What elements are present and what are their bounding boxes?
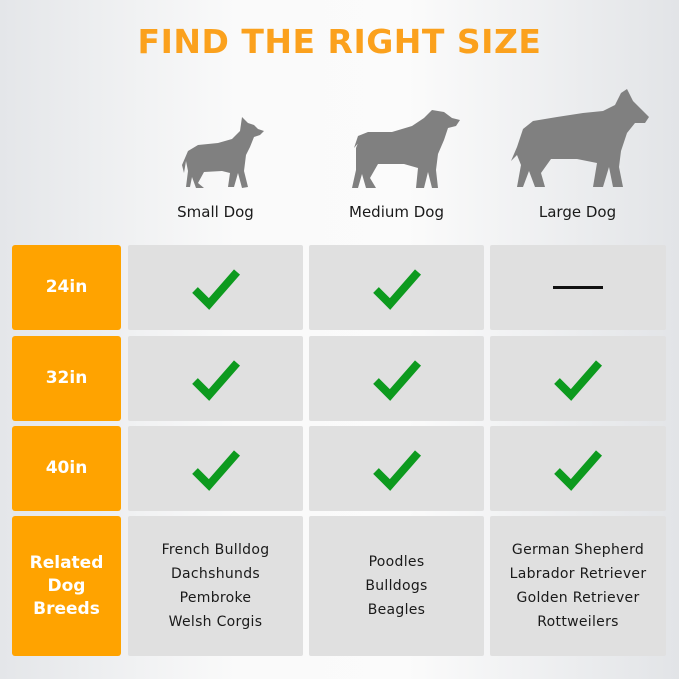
- breed-name: Beagles: [367, 602, 426, 618]
- table-cell: [128, 426, 303, 511]
- breed-name: Dachshunds: [170, 566, 260, 582]
- row-label: 40in: [12, 426, 121, 511]
- column-header-small: Small Dog: [177, 203, 254, 221]
- breed-name: Rottweilers: [537, 614, 619, 630]
- medium-dog-icon: [352, 110, 460, 188]
- check-icon: [372, 268, 421, 310]
- check-icon: [554, 449, 603, 491]
- check-icon: [372, 359, 421, 401]
- check-icon: [191, 268, 240, 310]
- table-cell: [309, 245, 484, 330]
- table-cell: [309, 426, 484, 511]
- large-dog-icon: [511, 89, 649, 187]
- table-cell: [128, 336, 303, 421]
- breed-name: German Shepherd: [511, 542, 645, 558]
- breeds-medium: Poodles Bulldogs Beagles: [309, 516, 484, 656]
- table-cell: [490, 336, 666, 421]
- breeds-small: French Bulldog Dachshunds Pembroke Welsh Co…: [128, 516, 303, 656]
- breeds-large: German Shepherd Labrador Retriever Golden …: [490, 516, 666, 656]
- breed-name: Golden Retriever: [516, 590, 640, 606]
- column-header-large: Large Dog: [538, 203, 617, 221]
- table-cell: [490, 245, 666, 330]
- breed-name: Labrador Retriever: [509, 566, 647, 582]
- breed-name: Bulldogs: [365, 578, 428, 594]
- row-label-breeds: Related Dog Breeds: [12, 516, 121, 656]
- row-label: 24in: [12, 245, 121, 330]
- check-icon: [554, 359, 603, 401]
- breed-name: Poodles: [368, 554, 425, 570]
- page-title: FIND THE RIGHT SIZE: [137, 22, 542, 61]
- small-dog-icon: [182, 117, 264, 188]
- check-icon: [191, 359, 240, 401]
- column-header-medium: Medium Dog: [349, 203, 444, 221]
- dash-icon: [553, 286, 603, 289]
- breed-name: Pembroke: [179, 590, 252, 606]
- row-label: 32in: [12, 336, 121, 421]
- check-icon: [191, 449, 240, 491]
- table-cell: [490, 426, 666, 511]
- table-cell: [128, 245, 303, 330]
- table-cell: [309, 336, 484, 421]
- breed-name: Welsh Corgis: [168, 614, 263, 630]
- check-icon: [372, 449, 421, 491]
- breed-name: French Bulldog: [161, 542, 270, 558]
